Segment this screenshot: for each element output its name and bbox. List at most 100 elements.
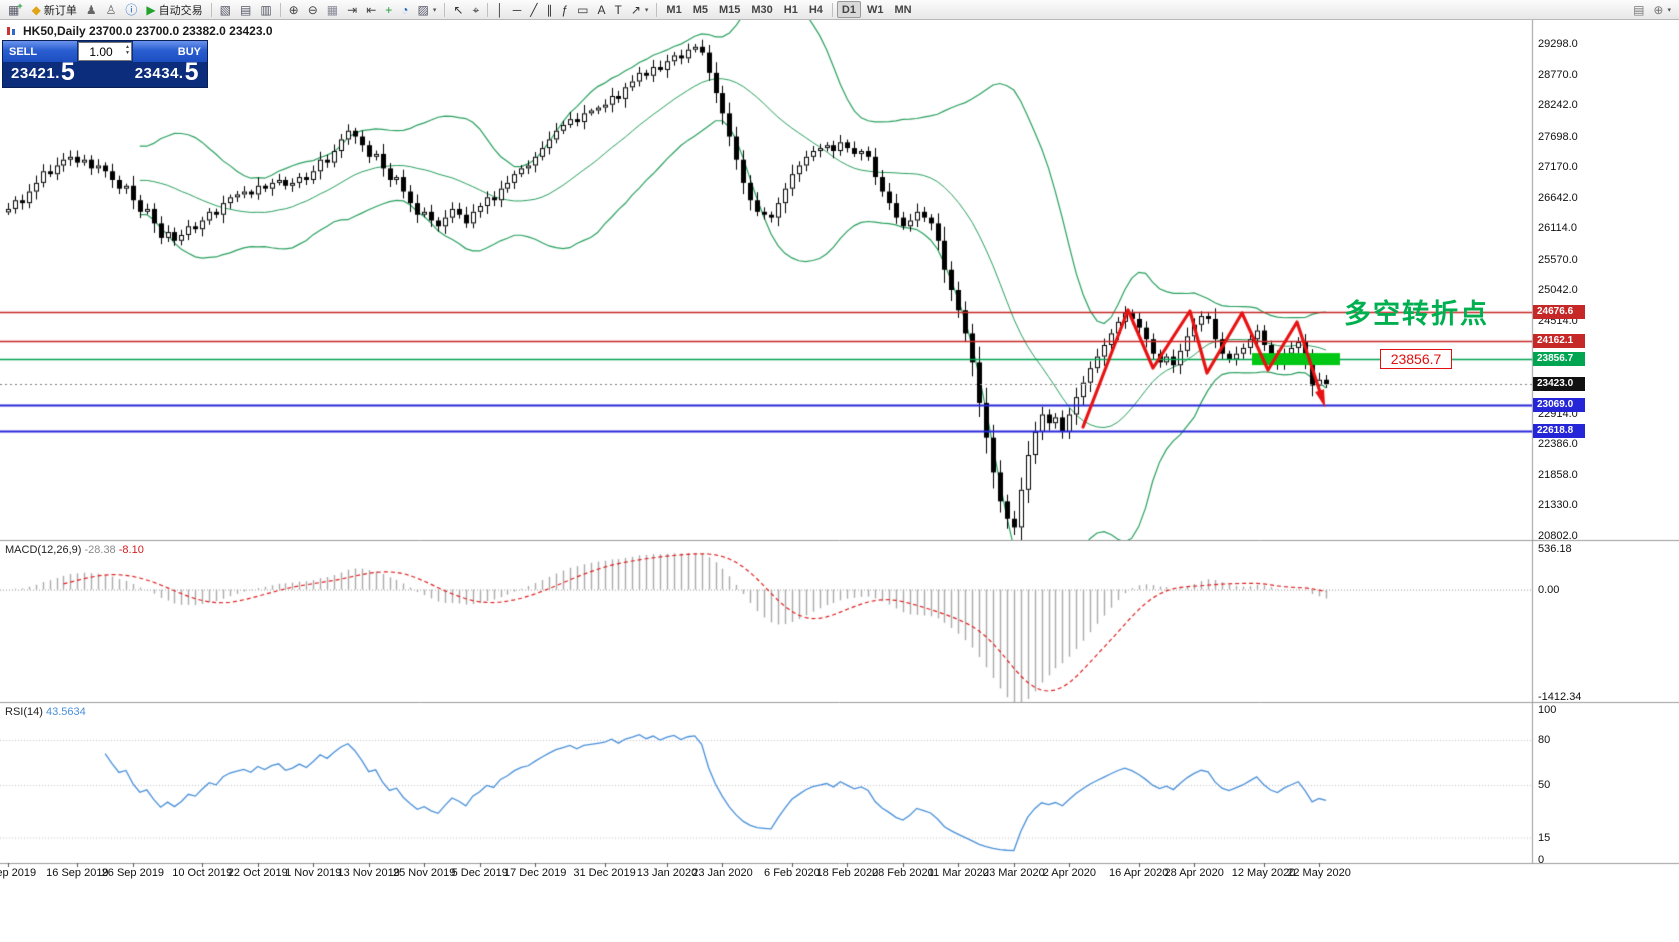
periods-button[interactable]: ◔ (397, 1, 412, 18)
dropdown-caret-icon: ▾ (432, 6, 437, 14)
new-chart-button[interactable]: ▦ + (4, 1, 27, 18)
date-tick-label: 17 Dec 2019 (503, 867, 567, 879)
templates-button[interactable]: ▨ ▾ (414, 1, 441, 18)
tf-m30-button[interactable]: M30 (746, 1, 777, 18)
label-button[interactable]: T (611, 1, 626, 18)
tf-mn-button[interactable]: MN (889, 1, 916, 18)
toolbar-separator (656, 2, 658, 17)
accounts-icon-button[interactable]: ♟ (82, 1, 101, 18)
price-axis-label: 29298.0 (1538, 38, 1578, 50)
date-tick-label: 11 Mar 2020 (927, 867, 989, 879)
tf-d1-button[interactable]: D1 (836, 1, 861, 18)
date-tick-label: 23 Mar 2020 (982, 867, 1045, 879)
chart-window: HK50,Daily 23700.0 23700.0 23382.0 23423… (0, 20, 1679, 942)
new-chart-icon: ▦ (8, 2, 20, 17)
search-icon-button[interactable]: ⊕ ▾ (1649, 1, 1675, 18)
price-axis-label: 26114.0 (1538, 222, 1577, 235)
community-icon-button[interactable]: ♙ (102, 1, 121, 18)
date-tick-label: 22 Oct 2019 (227, 867, 288, 879)
date-tick-label: 2 Sep 2019 (0, 867, 37, 879)
info-icon-button[interactable]: ⓘ (121, 1, 141, 18)
date-tick-label: 2 Apr 2020 (1042, 867, 1096, 879)
date-tick-label: 16 Sep 2019 (46, 867, 109, 879)
tile-vertical-icon: ▥ (260, 2, 272, 17)
spinner-up-icon[interactable]: ▲ (125, 44, 130, 50)
volume-spinner[interactable]: ▲ ▼ (125, 44, 130, 56)
zoom-out-button[interactable]: ⊖ (304, 1, 322, 18)
auto-trading-icon: ▶ (146, 2, 156, 17)
fibonacci-button[interactable]: ƒ (557, 1, 572, 18)
date-tick-label: 23 Jan 2020 (692, 867, 753, 879)
price-zone-label[interactable]: 23856.7 (1380, 349, 1452, 369)
horizontal-line-button[interactable]: ─ (509, 1, 526, 18)
channel-button[interactable]: ∥ (542, 1, 556, 18)
label-icon: T (614, 2, 622, 17)
price-axis-label: 28242.0 (1538, 99, 1578, 112)
buy-price[interactable]: 23434. 5 (134, 58, 199, 86)
periods-icon: ◔ (401, 2, 409, 17)
accounts-icon-icon: ♟ (85, 2, 97, 17)
arrows-button[interactable]: ↗ ▾ (627, 1, 653, 18)
rsi-axis-label: 100 (1538, 704, 1557, 716)
tf-w1-button[interactable]: W1 (862, 1, 889, 18)
auto-trading-button[interactable]: ▶ 自动交易 (142, 1, 206, 18)
sell-price[interactable]: 23421. 5 (11, 58, 76, 86)
macd-name: MACD(12,26,9) (5, 544, 82, 556)
price-axis-label: 20802.0 (1538, 530, 1578, 542)
cursor-button[interactable]: ↖ (449, 1, 467, 18)
annotation-turning-point[interactable]: 多空转折点 (1344, 299, 1489, 329)
date-tick-label: 26 Sep 2019 (101, 867, 165, 879)
price-axis-label: 22386.0 (1538, 438, 1578, 451)
crosshair-button[interactable]: ⌖ (468, 1, 483, 18)
info-icon-icon: ⓘ (125, 2, 138, 17)
toolbar-separator (831, 2, 833, 17)
macd-axis-label: 536.18 (1538, 543, 1572, 555)
indicators-button[interactable]: + (381, 1, 396, 18)
trendline-button[interactable]: ╱ (526, 1, 541, 18)
new-order-button[interactable]: ◆ 新订单 (28, 1, 81, 18)
sell-button[interactable]: SELL (3, 41, 77, 62)
one-click-trading-panel: SELL ▲▼ BUY 23421.5 23434.5 (2, 40, 208, 88)
macd-axis-label: -1412.34 (1538, 690, 1582, 703)
date-tick-label: 22 May 2020 (1287, 867, 1351, 879)
tf-m15-button[interactable]: M15 (714, 1, 745, 18)
panel-icon-icon: ▤ (1633, 2, 1645, 17)
fibonacci-icon: ƒ (561, 2, 569, 17)
macd-main-value: -28.38 (84, 544, 116, 556)
channel-icon: ∥ (546, 2, 553, 17)
tile-horizontal-button[interactable]: ▤ (236, 1, 255, 18)
vertical-line-button[interactable]: │ (492, 1, 508, 18)
date-tick-label: 28 Apr 2020 (1164, 867, 1224, 879)
tf-h4-button[interactable]: H4 (804, 1, 828, 18)
tf-h1-button[interactable]: H1 (779, 1, 803, 18)
text-button[interactable]: A (593, 1, 609, 18)
cursor-icon: ↖ (453, 2, 464, 17)
price-axis-label: 21330.0 (1538, 499, 1578, 512)
tf-m5-button[interactable]: M5 (688, 1, 713, 18)
spinner-down-icon[interactable]: ▼ (125, 50, 130, 56)
new-order-icon: ◆ (31, 2, 41, 17)
chart-shift-button[interactable]: ⇤ (362, 1, 380, 18)
shapes-button[interactable]: ▭ (573, 1, 592, 18)
price-level-tag: 23069.0 (1533, 397, 1585, 412)
volume-field: ▲▼ (77, 41, 133, 62)
dropdown-caret-icon: ▾ (644, 6, 649, 14)
date-tick-label: 13 Jan 2020 (636, 867, 698, 879)
volume-input[interactable] (78, 42, 132, 61)
tf-m1-button[interactable]: M1 (661, 1, 686, 18)
indicators-icon: + (385, 2, 393, 17)
panel-icon-button[interactable]: ▤ (1629, 1, 1648, 18)
chart-canvas[interactable] (0, 20, 1679, 942)
grid-button[interactable]: ▦ (323, 1, 342, 18)
oct-top-row: SELL ▲▼ BUY (3, 41, 207, 62)
zoom-in-button[interactable]: ⊕ (285, 1, 303, 18)
auto-scroll-icon: ⇥ (347, 2, 358, 17)
cascade-windows-button[interactable]: ▧ (216, 1, 235, 18)
buy-button[interactable]: BUY (133, 41, 207, 62)
price-level-tag: 22618.8 (1533, 423, 1585, 438)
rsi-value: 43.5634 (45, 706, 86, 718)
auto-scroll-button[interactable]: ⇥ (343, 1, 361, 18)
price-axis-label: 26642.0 (1538, 191, 1578, 204)
tile-vertical-button[interactable]: ▥ (256, 1, 275, 18)
